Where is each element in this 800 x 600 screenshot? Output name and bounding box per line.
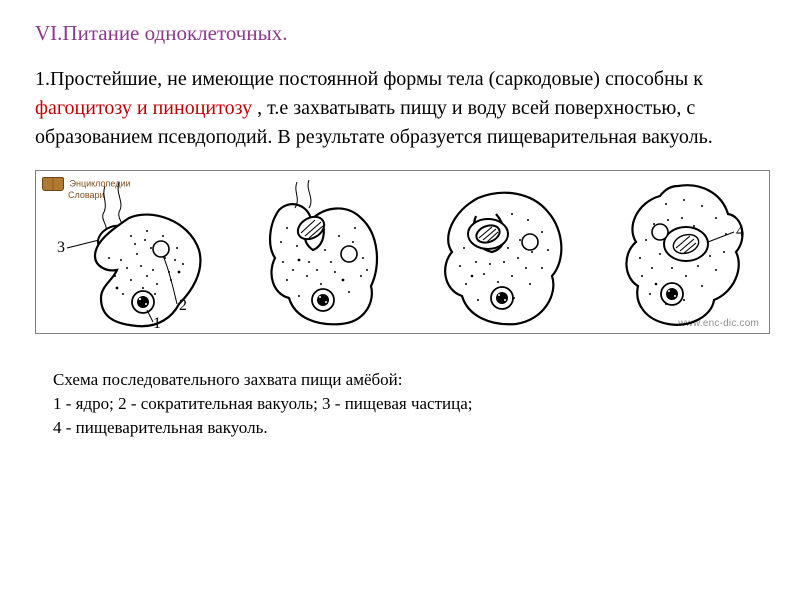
caption-line-1: Схема последовательного захвата пищи амё… — [53, 368, 770, 392]
amoeba-stage-4: 4 — [594, 176, 754, 331]
caption-line-3: 4 - пищеварительная вакуоль. — [53, 416, 770, 440]
caption-line-2: 1 - ядро; 2 - сократительная вакуоль; 3 … — [53, 392, 770, 416]
para-seg1: 1.Простейшие, не имеющие постоянной форм… — [35, 68, 703, 90]
section-title: VI.Питание одноклеточных. — [35, 20, 770, 47]
figure-caption: Схема последовательного захвата пищи амё… — [35, 368, 770, 439]
figure-container: Энциклопедии Словари — [35, 170, 770, 334]
para-highlight: фагоцитозу и пиноцитозу — [35, 97, 252, 119]
label-2: 2 — [179, 297, 187, 314]
amoeba-stage-2 — [239, 176, 394, 331]
amoeba-sequence: 3 2 1 — [40, 175, 765, 331]
label-1: 1 — [153, 315, 161, 331]
amoeba-stage-3 — [416, 176, 571, 331]
digestive-vacuole-icon — [664, 227, 708, 261]
title-prefix: VI. — [35, 21, 62, 45]
amoeba-stage-1: 3 2 1 — [51, 176, 216, 331]
title-text: Питание одноклеточных. — [62, 21, 287, 45]
label-4: 4 — [736, 223, 744, 240]
nucleus-icon — [132, 291, 154, 313]
label-3: 3 — [57, 239, 65, 256]
watermark-text: www.enc-dic.com — [678, 318, 759, 329]
body-paragraph: 1.Простейшие, не имеющие постоянной форм… — [35, 65, 770, 152]
